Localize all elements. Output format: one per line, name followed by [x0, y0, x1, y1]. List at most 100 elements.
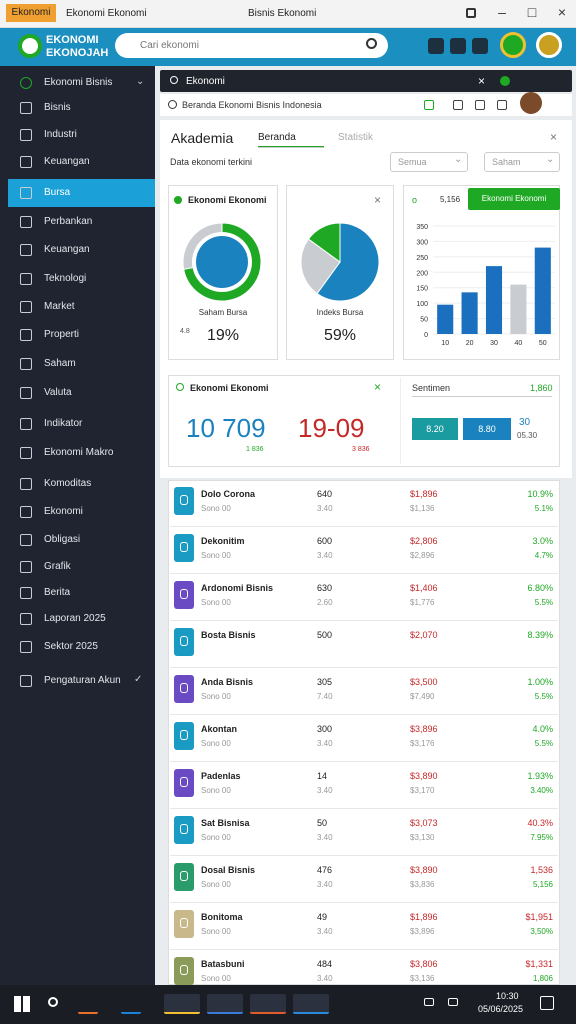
taskbar-app[interactable]	[250, 994, 286, 1014]
row-icon[interactable]	[174, 816, 194, 844]
sidebar-item[interactable]: Teknologi	[44, 273, 87, 284]
chart-button[interactable]: Ekonomi Ekonomi	[468, 188, 560, 210]
window-control[interactable]: –	[498, 4, 506, 20]
dropdown-caret: ⌄	[546, 154, 555, 165]
sidebar-icon	[20, 418, 32, 430]
sidebar-item[interactable]: Ekonomi Bisnis	[44, 77, 113, 88]
row-name[interactable]: Dosal Bisnis	[201, 865, 256, 875]
sidebar-item[interactable]: Properti	[44, 329, 80, 340]
title-bar	[0, 0, 576, 28]
header-icon[interactable]	[450, 38, 466, 54]
sidebar-item[interactable]: Bursa	[44, 187, 71, 198]
panel-tab[interactable]: Statistik	[338, 132, 374, 143]
row-name[interactable]: Akontan	[201, 724, 237, 734]
topbar-close[interactable]: ×	[478, 74, 486, 88]
card-close[interactable]: ×	[374, 193, 382, 207]
tray-icon[interactable]	[448, 998, 458, 1006]
taskbar-app[interactable]	[121, 994, 141, 1014]
toolbar-icon[interactable]	[453, 100, 463, 110]
row-name[interactable]: Padenlas	[201, 771, 241, 781]
panel-close[interactable]: ×	[550, 130, 558, 144]
row-icon[interactable]	[174, 769, 194, 797]
donut-value: 19%	[206, 327, 240, 344]
window-control[interactable]: □	[527, 4, 537, 20]
avatar[interactable]	[536, 32, 562, 58]
sidebar-item[interactable]: Valuta	[44, 387, 72, 398]
toolbar-avatar[interactable]	[520, 92, 542, 114]
chart-svg	[182, 222, 262, 302]
row-name[interactable]: Sat Bisnisa	[201, 818, 250, 828]
sidebar-item[interactable]: Komoditas	[44, 478, 92, 489]
sidebar-item[interactable]: Ekonomi	[44, 506, 83, 517]
header-icon[interactable]	[428, 38, 444, 54]
sidebar-item[interactable]: Perbankan	[44, 216, 93, 227]
row-icon[interactable]	[174, 628, 194, 656]
row-name[interactable]: Dekonitim	[201, 536, 245, 546]
window-icon[interactable]	[466, 8, 476, 18]
sidebar-item[interactable]: Laporan 2025	[44, 613, 106, 624]
row-amount-sub: $3,836	[410, 880, 435, 889]
taskbar-app[interactable]	[78, 994, 98, 1014]
row-icon[interactable]	[174, 957, 194, 985]
sidebar-item[interactable]: Industri	[44, 129, 77, 140]
sidebar-item[interactable]: Saham	[44, 358, 76, 369]
notification-icon[interactable]	[540, 996, 554, 1010]
stats-button[interactable]: 8.80	[463, 418, 511, 440]
search-box[interactable]	[115, 33, 388, 58]
row-name[interactable]: Anda Bisnis	[201, 677, 254, 687]
sidebar-item[interactable]: Ekonomi Makro	[44, 447, 114, 458]
row-name[interactable]: Dolo Corona	[201, 489, 255, 499]
avatar[interactable]	[500, 32, 526, 58]
taskbar	[0, 985, 576, 1024]
sidebar-item[interactable]: Market	[44, 301, 75, 312]
row-pct: $1,331	[525, 959, 553, 969]
row-name[interactable]: Ardonomi Bisnis	[201, 583, 274, 593]
taskbar-app[interactable]	[207, 994, 243, 1014]
row-icon[interactable]	[174, 675, 194, 703]
sidebar-item[interactable]: Pengaturan Akun	[44, 675, 121, 686]
row-pct: 10.9%	[527, 489, 553, 499]
row-qty: 484	[317, 959, 333, 969]
row-icon[interactable]	[174, 722, 194, 750]
panel-tab[interactable]: Beranda	[258, 132, 296, 143]
start-button[interactable]	[14, 996, 30, 1012]
sidebar-item[interactable]: Sektor 2025	[44, 641, 98, 652]
row-name[interactable]: Batasbuni	[201, 959, 245, 969]
taskbar-app[interactable]	[293, 994, 329, 1014]
dropdown[interactable]	[390, 152, 468, 172]
row-icon[interactable]	[174, 534, 194, 562]
sidebar-item[interactable]: Obligasi	[44, 534, 81, 545]
toolbar-icon[interactable]	[497, 100, 507, 110]
taskbar-app[interactable]	[164, 994, 200, 1014]
row-icon[interactable]	[174, 581, 194, 609]
row-pct: 1,536	[530, 865, 553, 875]
header-icon[interactable]	[472, 38, 488, 54]
toolbar-icon[interactable]	[475, 100, 485, 110]
topbar-search[interactable]: Ekonomi	[186, 76, 225, 87]
row-divider	[170, 761, 558, 762]
sidebar-item[interactable]: Grafik	[44, 561, 71, 572]
row-icon[interactable]	[174, 487, 194, 515]
stats-button[interactable]: 8.20	[412, 418, 458, 440]
window-title: Ekonomi Ekonomi	[66, 8, 147, 19]
sidebar-item[interactable]: Keuangan	[44, 244, 90, 255]
stats-close[interactable]: ×	[374, 380, 382, 394]
app-tag: Ekonomi	[6, 4, 56, 22]
dropdown[interactable]	[484, 152, 560, 172]
row-sub: Sono 00	[201, 504, 231, 513]
row-pct-sub: 5.5%	[534, 692, 553, 701]
sidebar-icon	[20, 675, 32, 687]
row-name[interactable]: Bosta Bisnis	[201, 630, 256, 640]
tray-icon[interactable]	[424, 998, 434, 1006]
window-control[interactable]: ×	[557, 4, 567, 20]
sidebar-item[interactable]: Keuangan	[44, 156, 90, 167]
row-pct-sub: 3.40%	[530, 786, 553, 795]
row-icon[interactable]	[174, 863, 194, 891]
toolbar-icon[interactable]	[424, 100, 434, 110]
row-icon[interactable]	[174, 910, 194, 938]
sidebar-item[interactable]: Bisnis	[44, 102, 71, 113]
sidebar-item[interactable]: Indikator	[44, 418, 83, 429]
sidebar-item[interactable]: Berita	[44, 587, 71, 598]
row-name[interactable]: Bonitoma	[201, 912, 243, 922]
taskbar-search[interactable]	[48, 997, 58, 1007]
